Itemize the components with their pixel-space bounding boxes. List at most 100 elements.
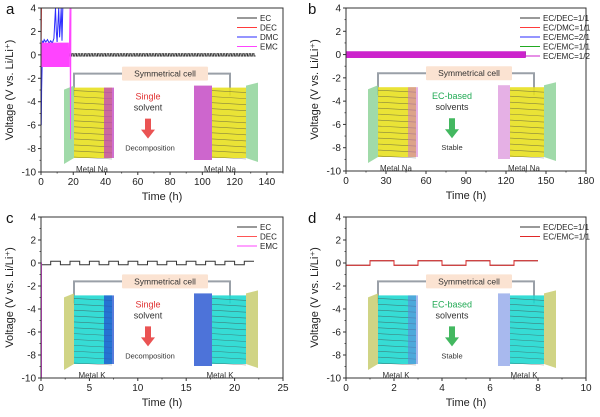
lattice-row	[509, 321, 545, 325]
y-axis-title: Voltage (V vs. Li/Li⁺)	[309, 247, 321, 348]
lattice-row	[509, 333, 545, 336]
down-arrow-icon	[141, 118, 155, 139]
down-arrow-icon	[141, 326, 155, 347]
lattice-row	[509, 298, 545, 301]
right-sei-layer	[194, 85, 212, 160]
y-axis-title: Voltage (V vs. Li/Li⁺)	[309, 39, 321, 140]
lattice-row	[211, 309, 247, 313]
y-tick-label: -10	[327, 167, 342, 178]
inset-top-label: Single	[135, 92, 160, 102]
x-tick-label: 120	[498, 176, 515, 187]
x-tick-label: 40	[100, 177, 112, 188]
x-tick-label: 60	[420, 176, 432, 187]
lattice-row	[509, 356, 545, 360]
lattice-row	[211, 356, 247, 360]
lattice-row	[211, 350, 247, 354]
x-tick-label: 100	[194, 177, 211, 188]
inset-mid-label: solvents	[435, 102, 469, 112]
lattice-row	[211, 339, 247, 342]
x-tick-label: 0	[343, 383, 349, 394]
lattice-row	[509, 345, 545, 348]
lattice-row	[377, 362, 417, 366]
x-tick-label: 60	[132, 177, 144, 188]
lattice-row	[211, 126, 247, 130]
y-tick-label: -4	[332, 305, 341, 316]
lattice-row	[211, 321, 247, 325]
lattice-row	[509, 315, 545, 319]
lattice-row	[211, 108, 247, 112]
lattice-row	[509, 125, 545, 129]
inset-mid-label: solvent	[134, 103, 163, 113]
inset-illustration: Symmetrical cell Metal Na Metal Na EC-based…	[368, 66, 556, 173]
right-current-collector	[544, 290, 556, 368]
y-tick-label: 0	[30, 50, 36, 61]
lattice-row	[377, 155, 417, 159]
lattice-row	[73, 362, 113, 366]
inset-title-box	[426, 66, 512, 81]
series-line-ec-emc-1-2	[346, 51, 526, 58]
x-tick-label: 20	[229, 383, 241, 394]
right-caption: Metal Na	[508, 164, 541, 173]
x-tick-label: 4	[439, 383, 445, 394]
inset-top-label: EC-based	[432, 299, 472, 309]
y-tick-label: 4	[335, 4, 341, 15]
lattice-row	[211, 362, 247, 366]
lattice-row	[509, 101, 545, 105]
panel-a: Symmetrical cell Metal Na Metal Na Singleso…	[4, 1, 284, 203]
y-tick-label: -6	[27, 121, 36, 132]
y-tick-label: -6	[332, 120, 341, 131]
right-caption: Metal K	[206, 371, 234, 380]
right-current-collector	[544, 82, 556, 161]
y-tick-label: -6	[27, 328, 36, 339]
down-arrow-icon	[445, 326, 459, 347]
x-tick-label: 6	[487, 383, 493, 394]
legend-label: DMC	[260, 33, 278, 42]
lattice-row	[509, 350, 545, 354]
panel-letter: b	[308, 1, 316, 18]
lattice-row	[509, 362, 545, 366]
x-tick-label: 90	[460, 176, 472, 187]
legend-label: EC/EMC=2/1	[543, 33, 590, 42]
lattice-row	[509, 327, 545, 331]
right-sei-layer	[498, 85, 510, 159]
y-axis-title: Voltage (V vs. Li/Li⁺)	[4, 247, 16, 348]
inset-title: Symmetrical cell	[438, 276, 500, 286]
x-tick-label: 0	[38, 383, 44, 394]
lattice-row	[509, 143, 545, 147]
lattice-row	[211, 333, 247, 336]
x-tick-label: 120	[226, 177, 243, 188]
inset-bottom-label: Stable	[441, 351, 462, 360]
lattice-row	[211, 303, 247, 307]
left-current-collector	[64, 85, 74, 164]
left-sei-layer	[408, 87, 418, 157]
x-tick-label: 10	[132, 383, 144, 394]
right-current-collector	[246, 290, 258, 368]
lattice-row	[509, 303, 545, 307]
x-tick-label: 5	[87, 383, 93, 394]
y-tick-label: 2	[335, 27, 341, 38]
lattice-row	[509, 155, 545, 159]
y-tick-label: -8	[27, 351, 36, 362]
lattice-row	[73, 156, 113, 160]
x-tick-label: 25	[277, 383, 289, 394]
panel-letter: c	[6, 210, 14, 227]
x-axis-title: Time (h)	[142, 397, 183, 409]
x-tick-label: 10	[580, 383, 592, 394]
y-tick-label: 2	[335, 236, 341, 247]
left-current-collector	[368, 293, 378, 370]
legend-label: EC/EMC=1/1	[543, 233, 590, 242]
lattice-row	[509, 309, 545, 313]
lattice-row	[509, 119, 545, 123]
inset-illustration: Symmetrical cell Metal K Metal K Singlesolv…	[64, 274, 258, 380]
lattice-row	[211, 114, 247, 118]
lattice-row	[211, 327, 247, 331]
x-axis-title: Time (h)	[446, 397, 487, 409]
y-tick-label: -8	[27, 144, 36, 155]
y-tick-label: 0	[30, 259, 36, 270]
x-tick-label: 30	[380, 176, 392, 187]
x-tick-label: 2	[391, 383, 397, 394]
y-tick-label: -10	[22, 168, 37, 179]
legend-label: EC/EMC=1/2	[543, 52, 590, 61]
panel-c: Symmetrical cell Metal K Metal K Singlesolv…	[4, 210, 289, 409]
legend-label: EC/DMC=1/1	[543, 24, 591, 33]
